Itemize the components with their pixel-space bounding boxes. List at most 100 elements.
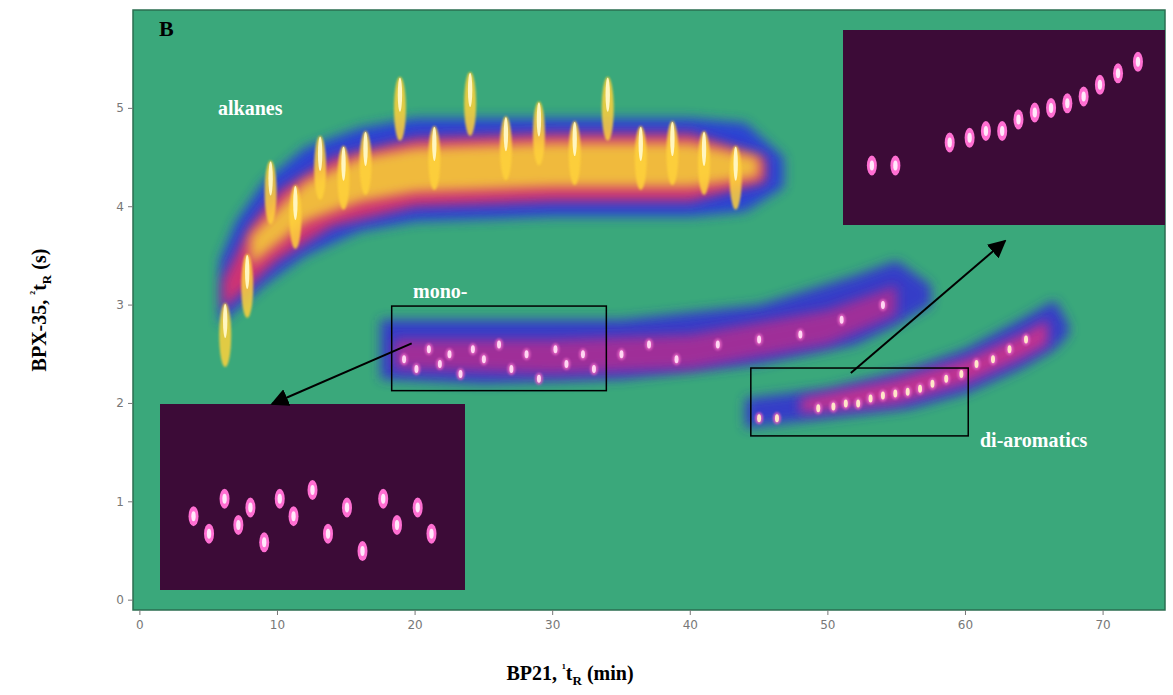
inset-peak-core [1081,91,1085,101]
peak [838,314,846,326]
peak-core [670,122,674,156]
inset-peak-core [415,502,419,512]
y-tick-label: 3 [116,298,124,312]
peak-core [468,73,472,107]
peak-core [398,78,402,112]
peak-halo [569,121,581,185]
peak-halo [829,400,837,412]
inset-peak-core [893,161,897,171]
inset-peak-halo [323,524,333,544]
inset-peak [378,489,388,509]
peak-halo [428,126,440,190]
peak-halo [480,353,488,365]
peak [773,412,781,424]
peak [507,363,515,375]
peak-core [944,375,948,383]
peak [730,146,742,210]
peak-halo [590,363,598,375]
peak [972,358,980,370]
inset-peak [1095,75,1105,95]
peak [698,131,710,195]
peak [617,348,625,360]
peak-core [733,147,737,181]
peak [456,368,464,380]
peak [755,334,763,346]
y-tick [128,305,133,306]
inset-peak-core [1049,103,1053,113]
peak [916,383,924,395]
peak-halo [535,373,543,385]
title-part: BP21, [506,662,562,684]
inset-peak-halo [413,497,423,517]
peak [425,343,433,355]
peak-halo [523,348,531,360]
peak-core [991,355,995,363]
peak [590,363,598,375]
peak-halo [1006,343,1014,355]
peak-halo [814,402,822,414]
title-part: BPX-35, [28,295,50,372]
inset [843,30,1165,225]
peak-core [619,350,623,358]
y-tick [128,600,133,601]
inset-peak-core [1116,68,1120,78]
inset-peak-core [1016,114,1020,124]
x-tick-label: 50 [820,618,835,632]
inset-peak-halo [945,132,955,152]
inset-peak [259,532,269,552]
peak-halo [891,388,899,400]
inset-peak [1079,86,1089,106]
peak-core [959,370,963,378]
inset-peak [997,121,1007,141]
inset-peak-halo [1030,103,1040,123]
peak [523,348,531,360]
inset-peak-halo [890,156,900,176]
inset-peak-halo [1079,86,1089,106]
peak-halo [635,126,647,190]
peak-halo [879,390,887,402]
peak-core [572,122,576,156]
inset-peak-core [345,502,349,512]
peak-halo [928,378,936,390]
x-tick [552,610,553,615]
inset-peak [945,132,955,152]
peak [829,400,837,412]
inset-peak-core [429,529,433,539]
peak-core [840,316,844,324]
peak-halo [904,386,912,398]
inset-peak [1113,63,1123,83]
peak [495,338,503,350]
peak-halo [394,77,406,141]
peak-halo [673,353,681,365]
peak-core [930,380,934,388]
peak-core [831,402,835,410]
x-tick [139,610,140,615]
inset-peak-halo [378,489,388,509]
series-label: mono- [413,280,467,302]
inset-peak [1046,98,1056,118]
peak-halo [796,329,804,341]
peak-core [844,399,848,407]
peak-core [974,360,978,368]
peak-halo [730,146,742,210]
inset-peak-core [326,529,330,539]
peak-core [497,340,501,348]
peak-core [427,345,431,353]
plot-background [133,10,1165,610]
peak [645,338,653,350]
peak [928,378,936,390]
peak-halo [916,383,924,395]
peak-halo [533,101,545,165]
inset-peak [204,524,214,544]
peak [957,368,965,380]
x-tick-label: 40 [683,618,698,632]
inset-peak [358,541,368,561]
zoom-arrow [272,343,412,404]
peak-core [504,117,508,151]
peak [500,116,512,180]
peak [814,402,822,414]
peak-halo [645,338,653,350]
peak-halo [942,373,950,385]
inset-peak-halo [275,489,285,509]
inset-peak-core [1065,98,1069,108]
